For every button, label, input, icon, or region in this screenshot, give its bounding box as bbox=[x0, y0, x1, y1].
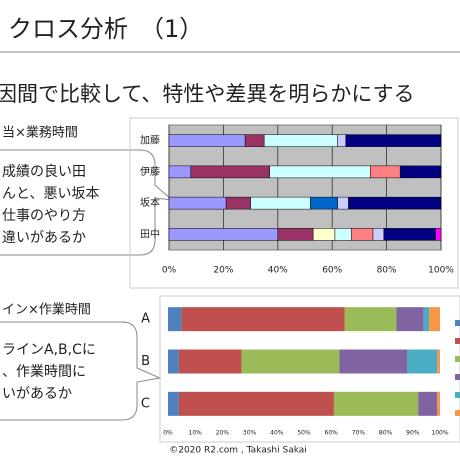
callout-text: いがあるか bbox=[2, 386, 72, 402]
bar-segment bbox=[181, 307, 345, 332]
callout-text: 違いがあるか bbox=[2, 230, 86, 246]
x-tick-label: 80% bbox=[377, 266, 397, 276]
bar-segment bbox=[399, 165, 442, 179]
bar-segment bbox=[370, 165, 401, 179]
subtitle: 因間で比較して、特性や差異を明らかにする bbox=[0, 82, 415, 106]
x-tick-label: 60% bbox=[322, 266, 342, 276]
bar-segment bbox=[350, 228, 374, 241]
x-tick-label: 40% bbox=[270, 430, 284, 437]
category-label: C bbox=[141, 396, 150, 411]
bar-segment bbox=[250, 196, 311, 210]
legend-swatch bbox=[455, 374, 460, 380]
bar-segment bbox=[333, 391, 419, 416]
x-tick-label: 30% bbox=[243, 430, 257, 437]
category-label: 田中 bbox=[140, 227, 160, 240]
bar-segment bbox=[310, 196, 338, 210]
category-label: 伊藤 bbox=[140, 166, 160, 178]
callout-text: ラインA,B,Cに bbox=[2, 342, 96, 358]
x-tick-label: 50% bbox=[297, 430, 311, 437]
chart-frame bbox=[129, 117, 459, 289]
bar-segment bbox=[344, 307, 397, 332]
callout-bubble bbox=[0, 321, 162, 421]
bar-segment bbox=[383, 228, 436, 241]
x-tick-label: 100% bbox=[431, 430, 448, 437]
category-label: 坂本 bbox=[140, 196, 160, 209]
x-tick-label: 0% bbox=[162, 266, 177, 276]
bar-segment bbox=[337, 196, 349, 210]
bar-segment bbox=[339, 349, 408, 374]
bar-segment bbox=[168, 196, 227, 210]
bar-segment bbox=[178, 391, 334, 416]
footer: ©2020 R2.com , Takashi Sakai bbox=[169, 446, 307, 456]
bar-segment bbox=[423, 307, 430, 332]
bar-segment bbox=[277, 228, 314, 241]
chart-frame bbox=[159, 295, 460, 443]
bar-segment bbox=[178, 349, 242, 374]
x-tick-label: 80% bbox=[379, 430, 393, 437]
legend-swatch bbox=[455, 320, 460, 326]
x-tick-label: 0% bbox=[163, 430, 173, 437]
x-tick-label: 100% bbox=[428, 266, 454, 276]
x-tick-label: 20% bbox=[213, 266, 233, 276]
bar-segment bbox=[345, 134, 442, 147]
bar-segment bbox=[312, 228, 336, 241]
bar-segment bbox=[168, 391, 179, 416]
callout-text: んと、悪い坂本 bbox=[2, 186, 99, 202]
bar-segment bbox=[168, 349, 179, 374]
callout-bubble bbox=[0, 149, 174, 256]
bar-segment bbox=[168, 228, 279, 241]
legend-swatch bbox=[455, 392, 460, 398]
bar-segment bbox=[225, 196, 251, 210]
bar-segment bbox=[437, 349, 440, 374]
x-tick-label: 70% bbox=[352, 430, 366, 437]
category-label: B bbox=[141, 354, 150, 369]
callout-text: 仕事のやり方 bbox=[2, 208, 86, 224]
bar-segment bbox=[348, 196, 442, 210]
x-tick-label: 10% bbox=[189, 430, 203, 437]
bar-segment bbox=[437, 391, 440, 416]
legend-swatch bbox=[455, 410, 460, 416]
bar-segment bbox=[418, 391, 438, 416]
section-label: 当×業務時間 bbox=[2, 125, 78, 141]
bar-segment bbox=[244, 134, 265, 147]
callout-text: 、作業時間に bbox=[2, 364, 86, 380]
bar-segment bbox=[429, 307, 440, 332]
bar-segment bbox=[241, 349, 340, 374]
bar-segment bbox=[168, 134, 246, 147]
legend-swatch bbox=[455, 338, 460, 344]
bar-segment bbox=[269, 165, 371, 179]
bar-segment bbox=[435, 228, 442, 241]
slide-title: クロス分析 （1） bbox=[8, 15, 203, 43]
bar-segment bbox=[372, 228, 385, 241]
category-label: A bbox=[141, 312, 150, 327]
bar-segment bbox=[407, 349, 438, 374]
bar-segment bbox=[190, 165, 270, 179]
x-tick-label: 60% bbox=[325, 430, 339, 437]
category-label: 加藤 bbox=[140, 135, 160, 147]
bar-segment bbox=[396, 307, 424, 332]
x-tick-label: 90% bbox=[406, 430, 420, 437]
x-tick-label: 40% bbox=[268, 266, 288, 276]
bar-segment bbox=[334, 228, 352, 241]
bar-segment bbox=[168, 307, 182, 332]
bar-segment bbox=[337, 134, 347, 147]
bar-segment bbox=[168, 165, 192, 179]
callout-text: 成績の良い田 bbox=[2, 164, 86, 180]
legend-swatch bbox=[455, 356, 460, 362]
bar-segment bbox=[263, 134, 338, 147]
x-tick-label: 20% bbox=[216, 430, 230, 437]
section-label: イン×作業時間 bbox=[2, 302, 91, 318]
